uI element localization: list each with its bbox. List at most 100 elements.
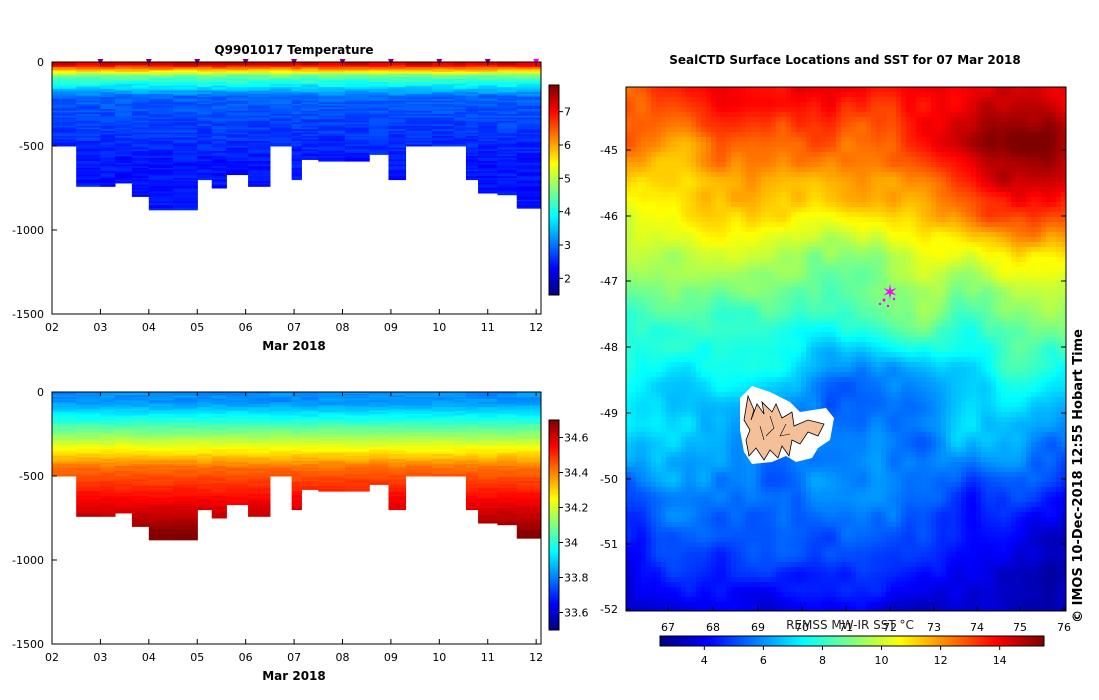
station-scatter <box>882 298 886 302</box>
x-tick-label: 12 <box>529 321 543 334</box>
profile-column <box>405 392 433 477</box>
x-tick: 04 <box>142 392 156 664</box>
x-tick-label: 05 <box>190 651 204 664</box>
colorbar-tick: 6 <box>559 139 571 152</box>
profile-column <box>211 392 227 519</box>
y-tick: -1000 <box>12 554 57 567</box>
x-tick: 05 <box>190 392 204 664</box>
y-tick: 0 <box>37 56 57 69</box>
salinity-x-axis: 02 03 04 05 06 07 08 09 10 11 12 <box>45 392 543 664</box>
profile-column <box>432 62 455 147</box>
profile-column <box>76 62 102 187</box>
x-tick: 07 <box>287 392 301 664</box>
profile-column <box>173 392 198 541</box>
x-tick-label: 09 <box>384 321 398 334</box>
salinity-x-label: Mar 2018 <box>262 669 326 683</box>
y-tick-label: -52 <box>600 603 618 616</box>
x-tick-label: 06 <box>239 321 253 334</box>
colorbar-tick-label: 8 <box>819 654 826 667</box>
temperature-title: Q9901017 Temperature <box>214 43 373 57</box>
x-tick-label: 02 <box>45 321 59 334</box>
profile-column <box>318 392 346 492</box>
x-tick-label: 08 <box>335 321 349 334</box>
y-tick: -45 <box>600 144 1066 157</box>
profile-column <box>52 62 77 147</box>
temperature-plot-frame <box>51 61 542 315</box>
y-tick-label: -1000 <box>12 224 44 237</box>
y-tick-label: -1500 <box>12 638 44 651</box>
profile-column <box>226 62 249 176</box>
x-tick-label: 12 <box>529 651 543 664</box>
x-tick-label: 07 <box>287 321 301 334</box>
colorbar-tick: 7 <box>559 106 571 119</box>
x-tick-label: 04 <box>142 321 156 334</box>
profile-column <box>269 62 293 147</box>
temperature-x-axis: 02 03 04 05 06 07 08 09 10 11 12 <box>45 62 543 334</box>
profile-column <box>197 62 213 181</box>
profile-column <box>248 62 271 187</box>
profile-column <box>369 62 390 155</box>
profile-column <box>453 392 467 477</box>
y-tick-label: -51 <box>600 538 618 551</box>
x-tick-label: 75 <box>1013 621 1027 634</box>
salinity-plot-frame <box>51 391 542 645</box>
profile-column <box>148 62 174 211</box>
x-tick: 12 <box>529 392 543 664</box>
colorbar-tick: 6 <box>760 646 767 667</box>
x-tick-label: 03 <box>93 321 107 334</box>
profile-column <box>465 392 479 511</box>
x-tick: 76 <box>1057 606 1071 634</box>
colorbar-tick: 5 <box>559 172 571 185</box>
station-markers: ✶ <box>878 280 898 308</box>
y-tick-label: -500 <box>19 140 44 153</box>
profile-column <box>465 62 479 181</box>
colorbar-gradient <box>548 84 560 296</box>
y-tick-label: -45 <box>600 144 618 157</box>
sst-map-panel: SealCTD Surface Locations and SST for 07… <box>600 53 1086 667</box>
colorbar-gradient <box>659 635 1045 647</box>
y-tick-label: -50 <box>600 473 618 486</box>
colorbar-tick: 34.4 <box>559 467 589 480</box>
x-tick-label: 72 <box>883 621 897 634</box>
temperature-x-label: Mar 2018 <box>262 339 326 353</box>
profile-column <box>369 392 390 485</box>
x-tick: 72 <box>883 606 897 634</box>
x-tick-label: 69 <box>751 621 765 634</box>
colorbar-tick: 4 <box>559 206 571 219</box>
x-tick: 05 <box>190 62 204 334</box>
profile-column <box>226 392 249 506</box>
temperature-colorbar: 2 3 4 5 6 7 <box>548 84 571 296</box>
profile-column <box>478 62 499 194</box>
salinity-section <box>52 392 541 541</box>
colorbar-tick: 12 <box>934 646 948 667</box>
colorbar-tick: 33.6 <box>559 607 589 620</box>
colorbar-tick-label: 34.2 <box>564 502 589 515</box>
y-tick-label: 0 <box>37 56 44 69</box>
profile-column <box>211 62 227 189</box>
colorbar-tick: 34 <box>559 537 578 550</box>
profile-column <box>301 62 319 160</box>
profile-column <box>100 62 116 187</box>
profile-column <box>291 62 302 181</box>
colorbar-gradient <box>548 419 560 631</box>
colorbar-tick-label: 34.4 <box>564 467 589 480</box>
temperature-panel: Q9901017 Temperature 0 -500 -1000 -1500 … <box>12 43 571 353</box>
colorbar-tick: 34.2 <box>559 502 589 515</box>
colorbar-tick-label: 33.8 <box>564 572 589 585</box>
x-tick: 11 <box>481 62 495 334</box>
island-inlet <box>759 415 791 441</box>
x-tick-label: 09 <box>384 651 398 664</box>
x-tick: 71 <box>839 606 853 634</box>
profile-column <box>388 62 407 181</box>
profile-column <box>516 392 541 539</box>
colorbar-tick-label: 5 <box>564 172 571 185</box>
credit-text: © IMOS 10-Dec-2018 12:55 Hobart Time <box>1071 329 1086 623</box>
colorbar-tick: 4 <box>701 646 708 667</box>
y-tick-label: 0 <box>37 386 44 399</box>
colorbar-tick-label: 14 <box>993 654 1007 667</box>
x-tick-label: 11 <box>481 321 495 334</box>
map-y-axis: -45 -46 -47 -48 -49 -50 -51 -52 <box>600 144 1066 616</box>
temperature-y-axis: 0 -500 -1000 -1500 <box>12 56 57 321</box>
profile-column <box>318 62 346 162</box>
